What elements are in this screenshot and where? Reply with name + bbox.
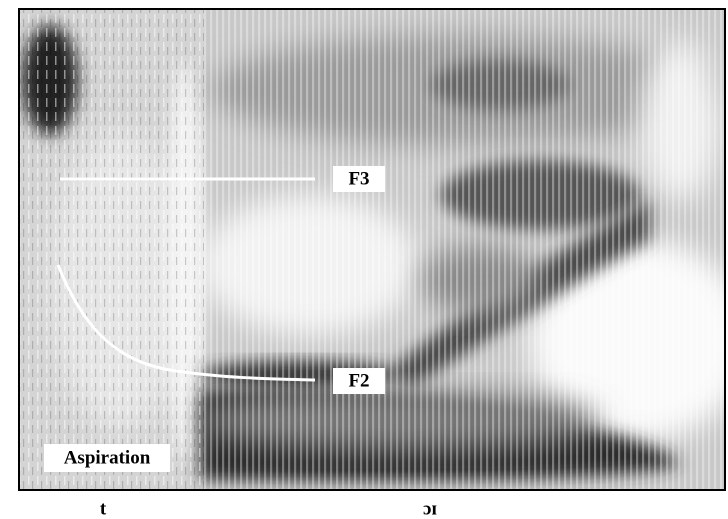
f2-label: F2 [348,370,369,391]
aspiration-label-box [44,444,170,472]
nucleus-phoneme: ɔɪ [423,498,437,519]
onset-phoneme: t [100,498,107,519]
f3-label: F3 [348,168,369,189]
f3-label-box [333,166,385,192]
f2-trace [56,264,316,382]
frame [18,8,726,491]
aspiration-label: Aspiration [64,447,151,468]
f2-label-box [333,368,385,394]
spectrogram [19,9,725,490]
